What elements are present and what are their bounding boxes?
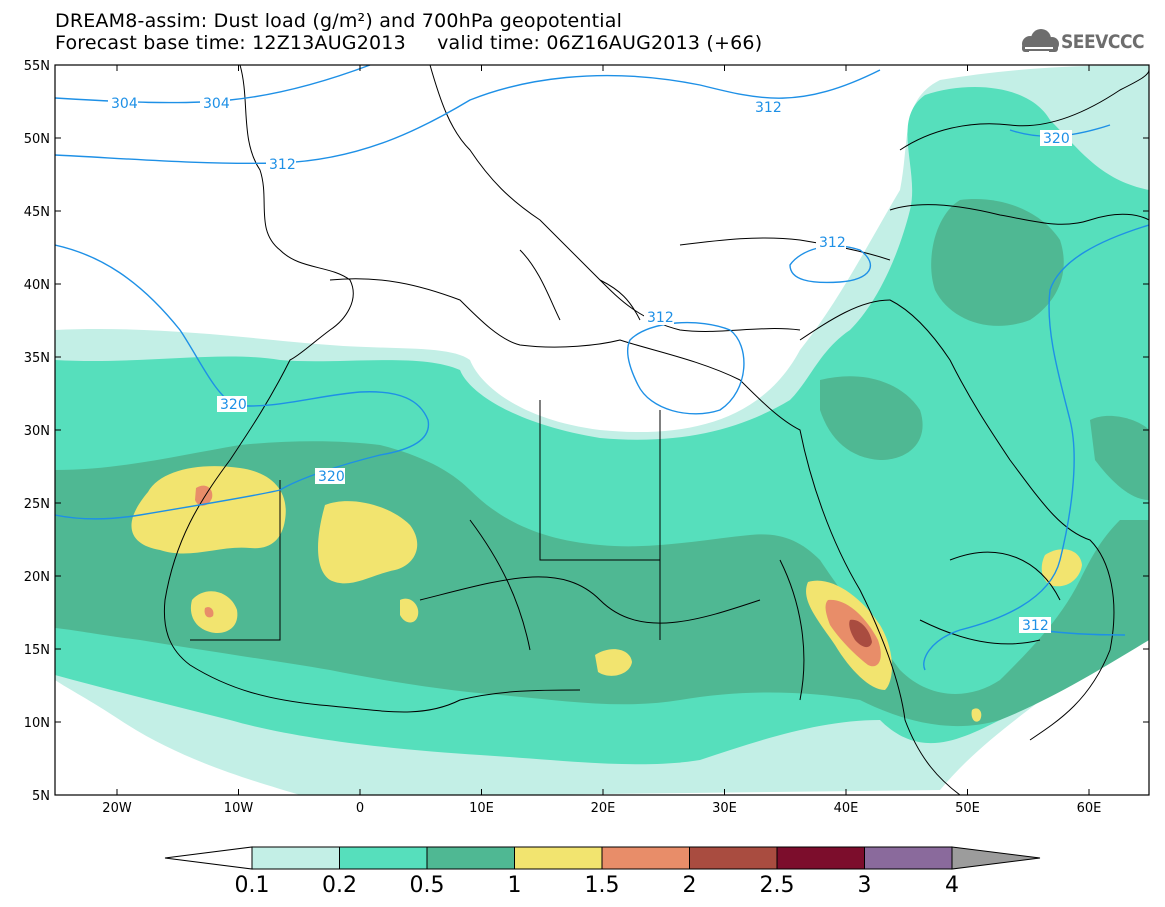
colorbar-swatch (514, 846, 603, 870)
colorbar-swatch (864, 846, 953, 870)
colorbar-tick-label: 0.5 (410, 873, 445, 898)
lon-label: 40E (834, 801, 859, 816)
svg-text:320: 320 (1043, 131, 1070, 147)
lon-label: 0 (356, 801, 364, 816)
svg-text:312: 312 (1022, 618, 1049, 634)
colorbar-swatch (426, 846, 515, 870)
svg-text:312: 312 (819, 235, 846, 251)
colorbar-tick-label: 3 (858, 873, 872, 898)
lat-label: 30N (24, 424, 50, 439)
colorbar-tick-label: 0.2 (322, 873, 357, 898)
colorbar-swatch (776, 846, 865, 870)
contour-label-320a: 320 (1040, 130, 1072, 147)
svg-text:312: 312 (755, 100, 782, 116)
lon-label: 30E (712, 801, 737, 816)
coastlines (163, 65, 1149, 795)
lon-label: 20E (591, 801, 616, 816)
lat-label: 40N (24, 278, 50, 293)
map-title: DREAM8-assim: Dust load (g/m²) and 700hP… (55, 10, 623, 32)
colorbar-tick-label: 2.5 (760, 873, 795, 898)
lat-label: 45N (24, 205, 50, 220)
colorbar-swatch (339, 846, 428, 870)
latitude-axis: 55N 50N 45N 40N 35N 30N 25N 20N 15N 10N 5N (24, 59, 1149, 804)
longitude-axis: 20W 10W 0 10E 20E 30E 40E 50E 60E (102, 65, 1101, 816)
lat-label: 10N (24, 716, 50, 731)
contour-label-312e: 312 (1019, 617, 1051, 634)
contour-label-320c: 320 (315, 468, 345, 485)
lat-label: 25N (24, 497, 50, 512)
contour-label-312c: 312 (816, 234, 846, 251)
lat-label: 35N (24, 351, 50, 366)
contour-label-312b: 312 (752, 99, 782, 116)
lat-label: 20N (24, 570, 50, 585)
lon-label: 20W (102, 801, 132, 816)
lat-label: 55N (24, 59, 50, 74)
contour-labels: 304 304 312 312 312 312 (108, 95, 1072, 634)
contour-label-312d: 312 (644, 309, 674, 326)
colorbar-arrow-left (164, 846, 253, 870)
svg-text:304: 304 (111, 96, 138, 112)
colorbar-tick-label: 2 (683, 873, 697, 898)
lon-label: 10W (224, 801, 254, 816)
colorbar-arrow-right (951, 846, 1041, 870)
colorbar: 0.1 0.2 0.5 1 1.5 2 2.5 3 4 (164, 846, 1041, 898)
contour-label-320b: 320 (217, 396, 247, 413)
colorbar-swatch (689, 846, 778, 870)
logo-text: SEEVCCC (1061, 31, 1145, 53)
svg-text:312: 312 (647, 310, 674, 326)
map-subtitle: Forecast base time: 12Z13AUG2013 valid t… (55, 32, 763, 54)
colorbar-tick-label: 1 (508, 873, 522, 898)
colorbar-tick-label: 1.5 (585, 873, 620, 898)
lat-label: 15N (24, 643, 50, 658)
lat-label: 50N (24, 132, 50, 147)
contour-label-304b: 304 (200, 95, 230, 112)
colorbar-swatch (601, 846, 690, 870)
geopotential-contours (55, 65, 1149, 671)
svg-text:304: 304 (203, 96, 230, 112)
lon-label: 10E (469, 801, 494, 816)
contour-label-312a: 312 (266, 156, 296, 173)
contour-label-304a: 304 (108, 95, 138, 112)
lon-label: 50E (955, 801, 980, 816)
lat-label: 5N (32, 789, 50, 804)
svg-text:320: 320 (318, 469, 345, 485)
cloud-icon (1022, 29, 1059, 53)
dust-layer-red (849, 619, 872, 648)
lon-label: 60E (1077, 801, 1102, 816)
svg-text:320: 320 (220, 397, 247, 413)
colorbar-swatch (251, 846, 340, 870)
svg-text:312: 312 (269, 157, 296, 173)
colorbar-tick-label: 0.1 (235, 873, 270, 898)
colorbar-tick-label: 4 (945, 873, 959, 898)
